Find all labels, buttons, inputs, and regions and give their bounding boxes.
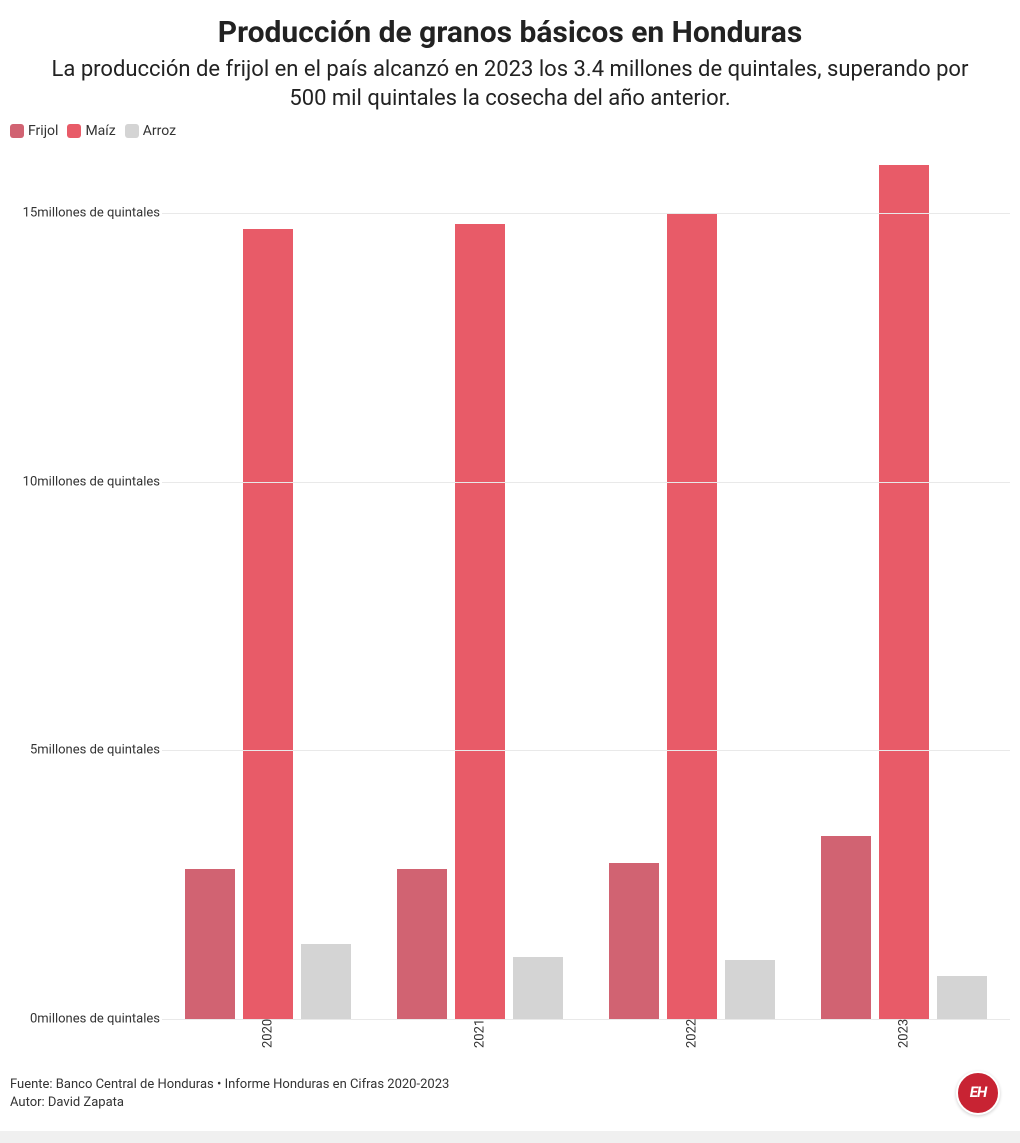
legend-label: Maíz	[85, 123, 115, 139]
legend-item: Maíz	[67, 123, 115, 139]
x-axis: 2020202120222023	[162, 1019, 1010, 1054]
legend-label: Frijol	[28, 123, 58, 139]
legend: Frijol Maíz Arroz	[10, 123, 1010, 139]
author-text: Autor: David Zapata	[10, 1094, 1010, 1112]
bar	[609, 863, 659, 1019]
bar	[879, 165, 929, 1020]
bar	[455, 224, 505, 1020]
gridline	[162, 213, 1010, 214]
gridline	[162, 750, 1010, 751]
bar	[937, 976, 987, 1019]
y-tick-label: 5millones de quintales	[30, 743, 160, 758]
bar-group	[162, 159, 374, 1019]
legend-item: Frijol	[10, 123, 58, 139]
legend-item: Arroz	[125, 123, 176, 139]
bar-group	[798, 159, 1010, 1019]
bar-group	[374, 159, 586, 1019]
bar	[243, 229, 293, 1019]
x-tick-label: 2022	[586, 1019, 798, 1054]
y-tick-label: 15millones de quintales	[23, 205, 160, 220]
legend-swatch	[67, 124, 81, 138]
chart-footer: Fuente: Banco Central de Honduras • Info…	[10, 1076, 1010, 1112]
bar	[821, 836, 871, 1019]
legend-label: Arroz	[143, 123, 176, 139]
chart-subtitle: La producción de frijol en el país alcan…	[40, 56, 980, 113]
bar	[667, 213, 717, 1019]
publisher-logo: EH	[956, 1071, 1000, 1115]
source-text: Fuente: Banco Central de Honduras • Info…	[10, 1076, 1010, 1094]
bar	[301, 944, 351, 1019]
bar	[185, 869, 235, 1020]
y-tick-label: 0millones de quintales	[30, 1012, 160, 1027]
chart-area: 0millones de quintales5millones de quint…	[10, 159, 1010, 1019]
bottom-strip	[0, 1131, 1020, 1143]
bar	[397, 869, 447, 1020]
legend-swatch	[125, 124, 139, 138]
y-tick-label: 10millones de quintales	[23, 474, 160, 489]
gridline	[162, 482, 1010, 483]
chart-title: Producción de granos básicos en Honduras	[10, 15, 1010, 50]
bar	[513, 957, 563, 1019]
legend-swatch	[10, 124, 24, 138]
bar	[725, 960, 775, 1019]
bar-group	[586, 159, 798, 1019]
x-tick-label: 2023	[798, 1019, 1010, 1054]
y-axis: 0millones de quintales5millones de quint…	[10, 159, 162, 1019]
plot-area	[162, 159, 1010, 1019]
x-tick-label: 2020	[162, 1019, 374, 1054]
x-tick-label: 2021	[374, 1019, 586, 1054]
